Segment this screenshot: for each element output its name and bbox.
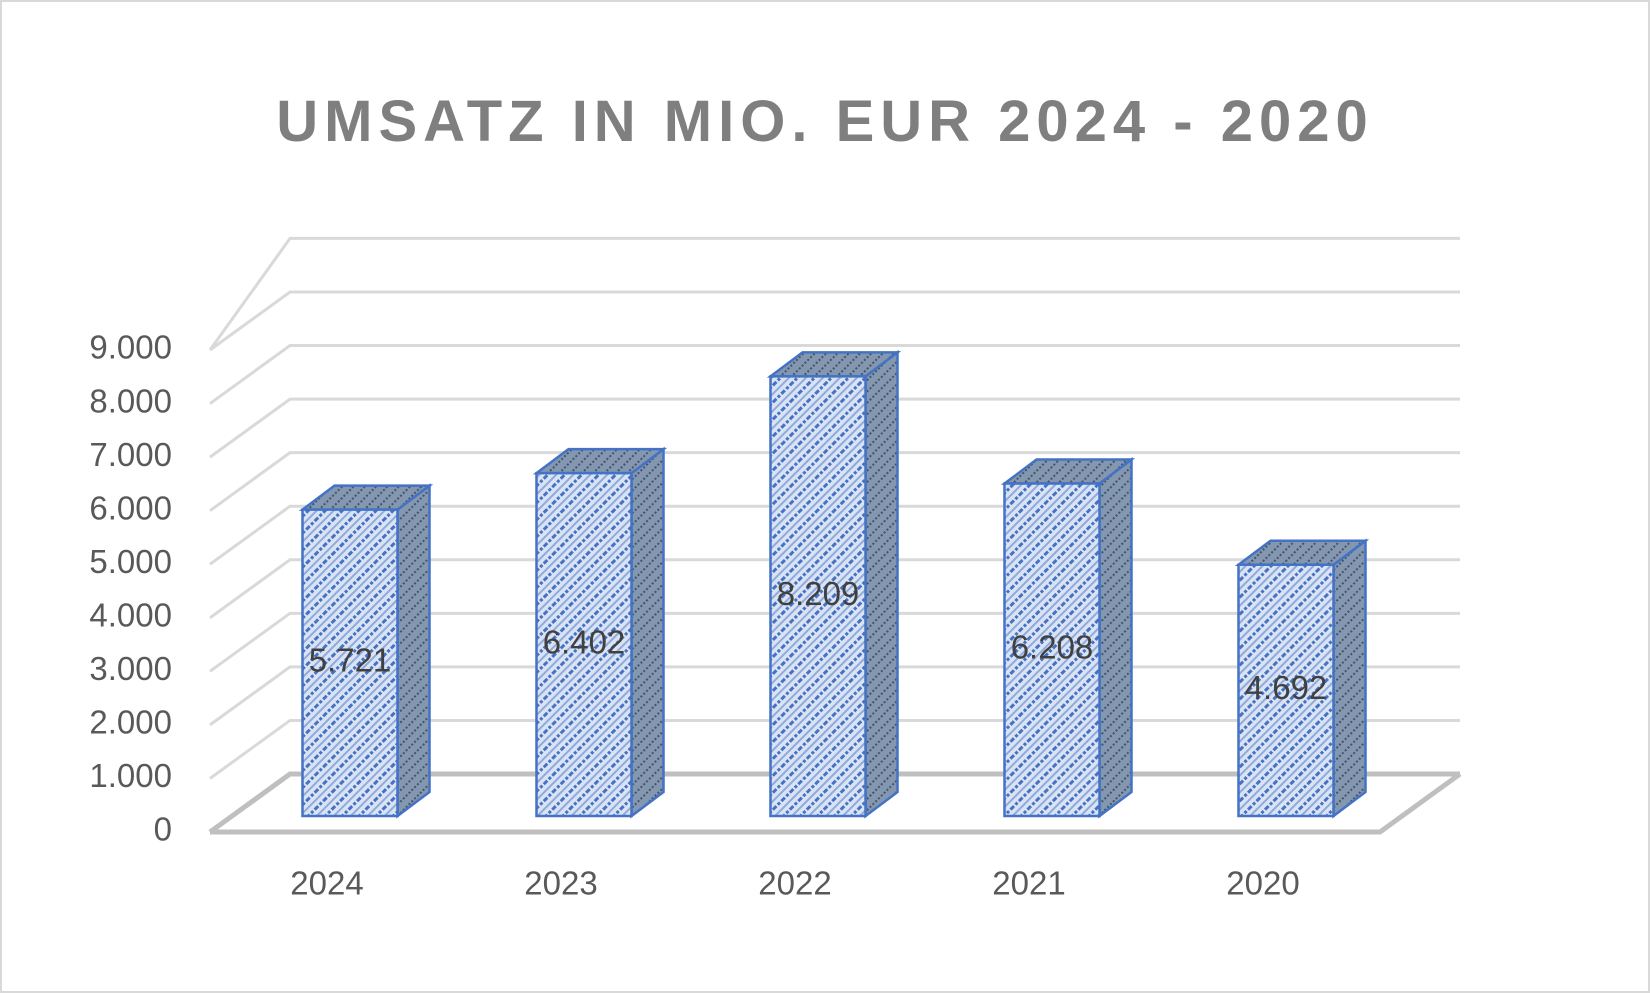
y-tick-label: 5.000 xyxy=(89,543,172,580)
value-label: 6.402 xyxy=(543,623,626,660)
x-tick-label: 2020 xyxy=(1226,865,1299,902)
grid-line xyxy=(209,290,1460,352)
y-tick-label: 2.000 xyxy=(89,704,172,741)
bar-side xyxy=(630,446,665,819)
bars: 5.721 6.402 8.209 6.208 4.692 xyxy=(298,349,1370,819)
bar xyxy=(301,508,399,818)
back-wall-edge xyxy=(208,236,1460,351)
bar-side xyxy=(1332,538,1367,819)
bar xyxy=(769,375,867,818)
x-tick-label: 2024 xyxy=(290,865,363,902)
y-tick-label: 3.000 xyxy=(89,650,172,687)
bar-side xyxy=(396,483,431,819)
y-tick-label: 4.000 xyxy=(89,596,172,633)
grid-line xyxy=(209,397,1460,459)
value-label: 4.692 xyxy=(1245,669,1328,706)
x-tick-label: 2021 xyxy=(992,865,1065,902)
chart-title: UMSATZ IN MIO. EUR 2024 - 2020 xyxy=(276,89,1374,154)
x-tick-label: 2023 xyxy=(524,865,597,902)
y-tick-label: 8.000 xyxy=(89,382,172,419)
grid-line xyxy=(209,451,1460,512)
grid-line xyxy=(209,344,1460,405)
x-tick-label: 2022 xyxy=(758,865,831,902)
y-tick-label: 6.000 xyxy=(89,489,172,526)
value-label: 5.721 xyxy=(309,642,392,679)
y-tick-label: 7.000 xyxy=(89,436,172,473)
bar-side xyxy=(864,349,899,819)
bar-side xyxy=(1098,457,1133,819)
bar xyxy=(535,471,633,818)
y-tick-label: 1.000 xyxy=(89,757,172,794)
floor xyxy=(210,771,1462,835)
value-label: 6.208 xyxy=(1011,628,1094,665)
y-tick-label: 0 xyxy=(154,811,172,848)
bar xyxy=(1237,563,1335,818)
value-label: 8.209 xyxy=(777,575,860,612)
bar xyxy=(1003,482,1101,818)
y-tick-label: 9.000 xyxy=(89,329,172,366)
